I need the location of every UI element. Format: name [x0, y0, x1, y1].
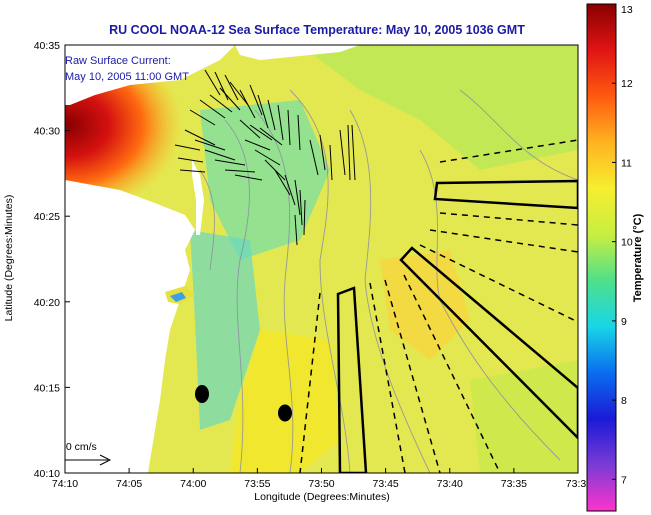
colorbar-tick-label: 9 — [621, 316, 627, 328]
colorbar-tick-label: 11 — [621, 157, 632, 169]
colorbar-ticks: 13 12 11 10 9 8 7 — [612, 3, 633, 486]
study-box-south — [336, 286, 368, 473]
x-axis-ticks: 74:10 74:05 74:00 73:55 73:50 73:45 73:40 73:35… — [52, 468, 587, 490]
x-tick-label: 74:00 — [180, 478, 206, 490]
colorbar-tick-label: 7 — [621, 474, 627, 486]
legend-current-title: Raw Surface Current: — [65, 55, 171, 67]
survey-lines — [299, 139, 578, 473]
colorbar-tick-label: 8 — [621, 395, 627, 407]
y-tick-label: 40:30 — [34, 126, 60, 138]
x-axis-label: Longitude (Degrees:Minutes) — [254, 491, 389, 503]
station-marker-2 — [278, 404, 292, 422]
colorbar-tick-label: 10 — [621, 237, 633, 249]
x-tick-label: 73:40 — [437, 478, 463, 490]
sst-map: Raw Surface Current: May 10, 2005 11:00 … — [60, 45, 578, 473]
y-axis-label: Latitude (Degrees:Minutes) — [3, 195, 15, 322]
x-tick-label: 73:45 — [372, 478, 398, 490]
chart-title: RU COOL NOAA-12 Sea Surface Temperature:… — [109, 23, 525, 37]
y-tick-label: 40:25 — [34, 211, 60, 223]
y-axis-ticks: 40:35 40:30 40:25 40:20 40:15 40:10 — [34, 40, 70, 480]
y-tick-label: 40:15 — [34, 382, 60, 394]
study-boxes — [336, 179, 578, 473]
sst-warm-patch-south — [230, 330, 340, 473]
colorbar-tick-label: 12 — [621, 78, 633, 90]
land-new-jersey — [65, 180, 195, 473]
scale-label: 50 cm/s — [60, 441, 97, 453]
y-tick-label: 40:35 — [34, 40, 60, 52]
sst-cool-patch-north — [300, 45, 578, 170]
sst-patch-southeast — [470, 360, 578, 473]
land-sandy-hook — [192, 160, 204, 235]
study-box-diagonal — [399, 246, 578, 440]
colorbar — [586, 3, 617, 512]
sst-cool-patch-harbor — [200, 100, 330, 260]
colorbar-label: Temperature (°C) — [632, 213, 644, 302]
x-tick-label: 73:50 — [308, 478, 334, 490]
scale-arrow — [65, 454, 112, 466]
legend-current-date: May 10, 2005 11:00 GMT — [65, 71, 189, 83]
bathymetry-contours — [199, 89, 578, 473]
x-tick-label: 74:10 — [52, 478, 78, 490]
land-long-island — [235, 45, 360, 60]
x-tick-label: 73:35 — [501, 478, 527, 490]
station-marker-1 — [195, 385, 209, 403]
inlet-water — [170, 292, 186, 302]
study-box-north — [433, 179, 578, 210]
x-tick-label: 73:3 — [566, 478, 587, 490]
current-vectors — [174, 69, 356, 246]
x-tick-label: 74:05 — [116, 478, 142, 490]
y-tick-label: 40:20 — [34, 297, 60, 309]
land-north — [65, 45, 235, 105]
colorbar-tick-label: 13 — [621, 4, 633, 16]
y-tick-label: 40:10 — [34, 468, 60, 480]
sst-cool-patch-coast — [190, 230, 260, 430]
x-tick-label: 73:55 — [244, 478, 270, 490]
